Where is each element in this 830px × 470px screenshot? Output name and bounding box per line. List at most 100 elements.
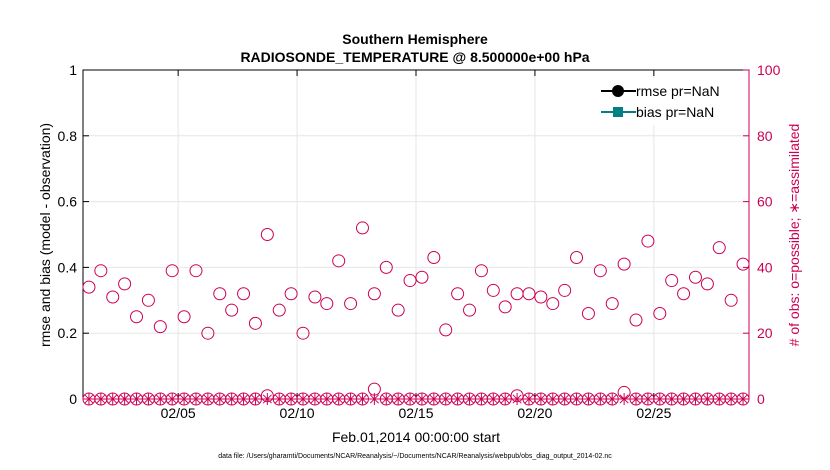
- obs-assimilated-marker: [297, 393, 310, 405]
- obs-possible-marker: [165, 264, 179, 278]
- obs-assimilated-marker: [570, 393, 583, 405]
- obs-assimilated-marker: [404, 393, 417, 405]
- x-tick-label: 02/20: [517, 405, 552, 421]
- obs-possible-marker: [546, 297, 560, 311]
- obs-assimilated-marker: [178, 393, 191, 405]
- x-axis: 02/05 02/10 02/15 02/20 02/25: [161, 70, 672, 421]
- obs-assimilated-marker: [522, 393, 535, 405]
- y-tick-label: 0.2: [58, 325, 78, 341]
- obs-possible-marker: [581, 306, 595, 320]
- obs-possible-marker: [237, 287, 251, 301]
- obs-possible-marker: [367, 287, 381, 301]
- y-axis-label: rmse and bias (model - observation): [37, 123, 53, 347]
- grid-lines: [83, 70, 749, 399]
- obs-possible-marker: [724, 293, 738, 307]
- obs-assimilated-marker: [225, 393, 238, 405]
- legend: rmse pr=NaN bias pr=NaN: [594, 78, 744, 125]
- obs-assimilated-marker: [475, 393, 488, 405]
- obs-possible-marker: [94, 264, 108, 278]
- obs-assimilated-marker: [653, 393, 666, 405]
- obs-assimilated-marker: [511, 393, 524, 405]
- obs-assimilated-marker: [713, 393, 726, 405]
- obs-possible-marker: [700, 277, 714, 291]
- x-tick-label: 02/05: [161, 405, 196, 421]
- obs-possible-marker: [130, 310, 144, 324]
- obs-possible-marker: [534, 290, 548, 304]
- obs-possible-marker: [189, 264, 203, 278]
- obs-assimilated-marker: [415, 393, 428, 405]
- obs-assimilated-marker: [677, 393, 690, 405]
- obs-possible-marker: [653, 306, 667, 320]
- obs-assimilated-marker: [451, 393, 464, 405]
- legend-rmse-marker: [612, 85, 624, 97]
- obs-assimilated-marker: [285, 393, 298, 405]
- obs-assimilated-marker: [237, 393, 250, 405]
- obs-possible-marker: [629, 313, 643, 327]
- x-tick-label: 02/25: [636, 405, 671, 421]
- obs-possible-marker: [486, 283, 500, 297]
- obs-possible-marker: [712, 241, 726, 255]
- obs-assimilated-marker: [487, 393, 500, 405]
- obs-possible-marker: [391, 303, 405, 317]
- x-tick-label: 02/15: [398, 405, 433, 421]
- obs-possible-marker: [272, 303, 286, 317]
- obs-assimilated-marker: [308, 393, 321, 405]
- obs-possible-marker: [141, 293, 155, 307]
- obs-assimilated-marker: [201, 393, 214, 405]
- obs-possible-marker: [593, 264, 607, 278]
- obs-possible-marker: [106, 290, 120, 304]
- obs-possible-marker: [570, 251, 584, 265]
- obs-assimilated-marker: [118, 393, 131, 405]
- obs-possible-marker: [617, 385, 631, 399]
- obs-possible-marker: [201, 326, 215, 340]
- obs-assimilated-marker: [332, 393, 345, 405]
- obs-assimilated-marker: [130, 393, 143, 405]
- obs-possible-marker: [284, 287, 298, 301]
- y-tick-label: 0.8: [58, 128, 78, 144]
- y2-tick-label: 20: [757, 325, 773, 341]
- obs-possible-marker: [332, 254, 346, 268]
- obs-assimilated-marker: [189, 393, 202, 405]
- obs-possible-marker: [82, 280, 96, 294]
- obs-assimilated-marker: [594, 393, 607, 405]
- obs-possible-marker: [320, 297, 334, 311]
- x-axis-label: Feb.01,2014 00:00:00 start: [332, 429, 500, 445]
- legend-rmse-label: rmse pr=NaN: [636, 83, 720, 99]
- obs-assimilated-marker: [427, 393, 440, 405]
- y-tick-label: 0: [69, 391, 77, 407]
- obs-possible-marker: [355, 392, 369, 406]
- y2-tick-label: 0: [757, 391, 765, 407]
- obs-possible-marker: [355, 221, 369, 235]
- obs-possible-marker: [427, 251, 441, 265]
- y-tick-label: 1: [69, 62, 77, 78]
- obs-assimilated-marker: [463, 393, 476, 405]
- obs-possible-marker: [605, 297, 619, 311]
- obs-possible-marker: [415, 270, 429, 284]
- obs-possible-marker: [213, 287, 227, 301]
- obs-possible-marker: [296, 326, 310, 340]
- obs-possible-marker: [439, 323, 453, 337]
- obs-possible-marker: [451, 287, 465, 301]
- obs-assimilated-marker: [273, 393, 286, 405]
- obs-possible-marker: [403, 274, 417, 288]
- obs-possible-marker: [688, 270, 702, 284]
- obs-assimilated-marker: [320, 393, 333, 405]
- obs-possible-marker: [260, 389, 274, 403]
- obs-possible-marker: [677, 287, 691, 301]
- obs-possible-marker: [248, 316, 262, 330]
- obs-assimilated-marker: [618, 393, 631, 405]
- data-file-footnote: data file: /Users/gharamti/Documents/NCA…: [218, 453, 612, 460]
- obs-assimilated-marker: [82, 393, 95, 405]
- obs-assimilated-marker: [582, 393, 595, 405]
- obs-possible-marker: [260, 228, 274, 241]
- obs-possible-marker: [522, 287, 536, 301]
- obs-possible-marker: [558, 283, 572, 297]
- obs-possible-marker: [225, 303, 239, 317]
- obs-assimilated-marker: [94, 393, 107, 405]
- obs-assimilated-marker: [261, 393, 274, 405]
- y-axis-left: 0 0.2 0.4 0.6 0.8 1: [58, 62, 89, 407]
- observation-markers: [82, 221, 750, 406]
- obs-assimilated-marker: [142, 393, 155, 405]
- obs-assimilated-marker: [558, 393, 571, 405]
- y2-tick-label: 40: [757, 259, 773, 275]
